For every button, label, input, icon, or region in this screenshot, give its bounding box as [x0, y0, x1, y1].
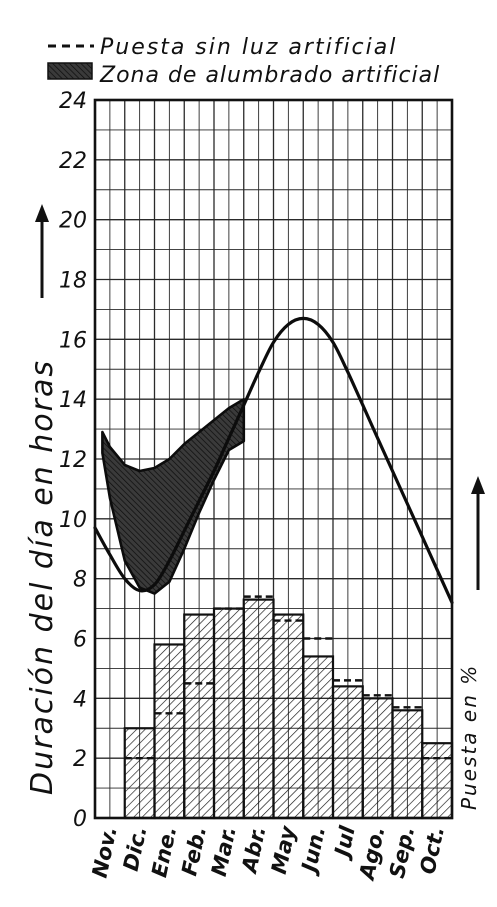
x-tick-label: Mar. [207, 824, 241, 878]
day-length-line [93, 316, 454, 605]
y-tick-label: 4 [73, 687, 87, 712]
y-tick-label: 22 [59, 149, 87, 174]
x-tick-label: Sep. [385, 824, 419, 880]
x-tick-label: May [267, 823, 301, 876]
y-tick-label: 0 [73, 807, 87, 832]
percent-bar [123, 727, 156, 820]
y-tick-label: 8 [73, 568, 87, 593]
x-tick-label: Oct. [415, 824, 449, 876]
y2-axis-title-group: Puesta en % [457, 476, 485, 810]
y2-axis-title: Puesta en % [457, 664, 481, 810]
x-tick-label: Nov. [88, 824, 122, 880]
y-tick-label: 6 [73, 628, 87, 653]
y-tick-label: 16 [59, 328, 87, 353]
y-tick-label: 18 [59, 269, 87, 294]
percent-bar [212, 607, 245, 820]
x-tick-label: Ene. [147, 824, 181, 879]
y-tick-label: 20 [59, 209, 87, 234]
percent-bar [153, 643, 186, 820]
x-tick-label: Abr. [237, 824, 271, 877]
x-tick-label: Dic. [119, 824, 152, 873]
up-arrow-left-head [35, 204, 49, 222]
percent-bar [242, 598, 275, 820]
plot-frame [93, 98, 454, 820]
percent-bar [183, 613, 216, 820]
percent-bar [391, 709, 424, 820]
percent-bar [331, 685, 364, 820]
y-tick-label: 10 [59, 508, 87, 533]
y-tick-label: 14 [59, 388, 87, 413]
percent-bars [123, 598, 454, 820]
legend-label-hatched: Zona de alumbrado artificial [99, 63, 440, 88]
percent-bar [302, 655, 335, 820]
y-tick-label: 2 [73, 747, 87, 772]
percent-bar [421, 742, 454, 820]
y-tick-label: 12 [59, 448, 87, 473]
y-axis-title-group: Duración del día en horas [25, 204, 60, 795]
y-tick-label: 24 [59, 89, 87, 114]
up-arrow-right-head [471, 476, 485, 494]
day-length-curve [93, 316, 454, 605]
legend: Puesta sin luz artificial Zona de alumbr… [47, 35, 440, 88]
percent-bar [272, 613, 305, 820]
dashed-series [124, 595, 452, 760]
legend-hatched-marker [47, 62, 93, 80]
plot-border [93, 98, 454, 820]
percent-bar [361, 697, 394, 820]
lighting-zone-area [101, 397, 246, 595]
y-axis-title: Duración del día en horas [25, 359, 60, 795]
legend-label-dashed: Puesta sin luz artificial [100, 35, 397, 60]
lighting-zone [101, 397, 246, 595]
x-tick-label: Feb. [177, 824, 211, 878]
x-tick-label: Jul [329, 823, 360, 862]
x-tick-label: Jun. [296, 824, 330, 878]
